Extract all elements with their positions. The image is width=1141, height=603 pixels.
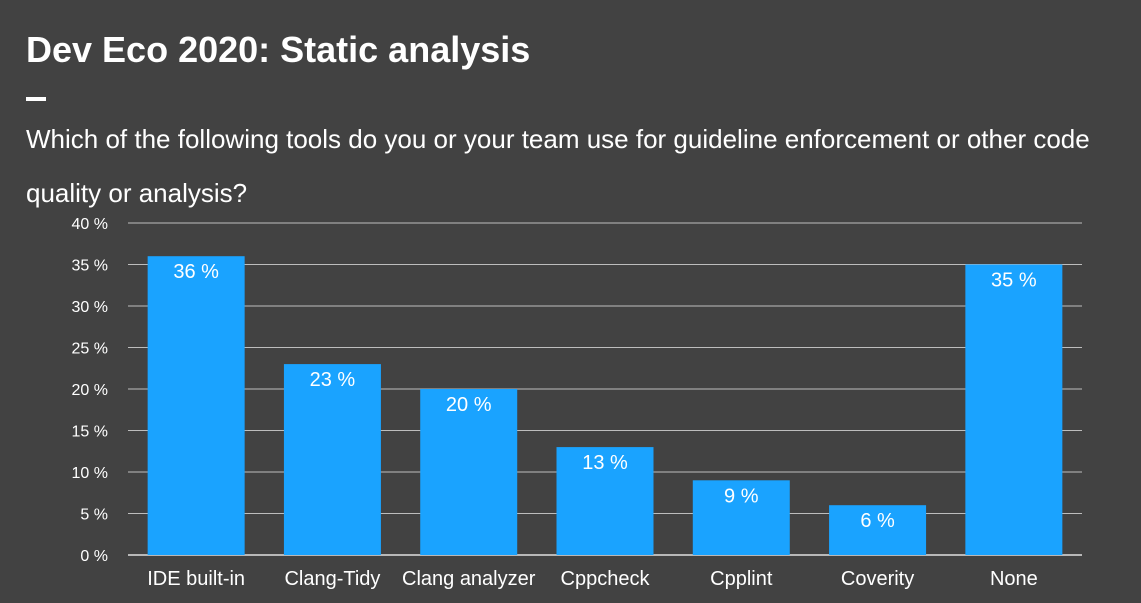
data-label: 23 % [310, 369, 356, 391]
bar [829, 505, 927, 555]
y-tick-label: 5 % [80, 507, 108, 524]
x-tick-label: Coverity [841, 568, 914, 590]
y-tick-label: 20 % [72, 382, 108, 399]
y-tick-label: 30 % [72, 299, 108, 316]
slide-subtitle: Which of the following tools do you or y… [26, 124, 1090, 208]
title-underline [26, 97, 46, 101]
bar [556, 447, 654, 555]
y-tick-label: 10 % [72, 465, 108, 482]
x-tick-label: IDE built-in [147, 568, 245, 590]
y-tick-label: 25 % [72, 341, 108, 358]
x-axis-tick-labels: IDE built-in Clang-Tidy Clang analyzer Cppc… [147, 568, 1038, 590]
x-tick-label: Cpplint [710, 568, 773, 590]
data-label: 36 % [173, 261, 219, 283]
y-tick-label: 15 % [72, 424, 108, 441]
bar [283, 364, 381, 555]
y-axis-tick-labels: 0 % 5 % 10 % 15 % 20 % 25 % 30 % 35 % 40 % [72, 216, 108, 565]
x-tick-label: None [990, 568, 1038, 590]
bar [692, 480, 790, 555]
y-tick-label: 40 % [72, 216, 108, 233]
y-tick-label: 35 % [72, 258, 108, 275]
bars [147, 256, 1063, 555]
y-tick-label: 0 % [80, 548, 108, 565]
x-tick-label: Clang-Tidy [284, 568, 380, 590]
data-label: 6 % [860, 510, 895, 532]
data-label: 20 % [446, 394, 492, 416]
data-labels: 36 % 23 % 20 % 13 % 9 % 6 % 35 % [173, 261, 1037, 532]
x-tick-label: Cppcheck [561, 568, 651, 590]
x-tick-label: Clang analyzer [402, 568, 536, 590]
data-label: 35 % [991, 270, 1037, 292]
bar [147, 256, 245, 555]
data-label: 9 % [724, 485, 759, 507]
bar [420, 389, 518, 555]
bar [965, 264, 1063, 555]
slide-title: Dev Eco 2020: Static analysis [26, 29, 531, 70]
data-label: 13 % [582, 452, 628, 474]
